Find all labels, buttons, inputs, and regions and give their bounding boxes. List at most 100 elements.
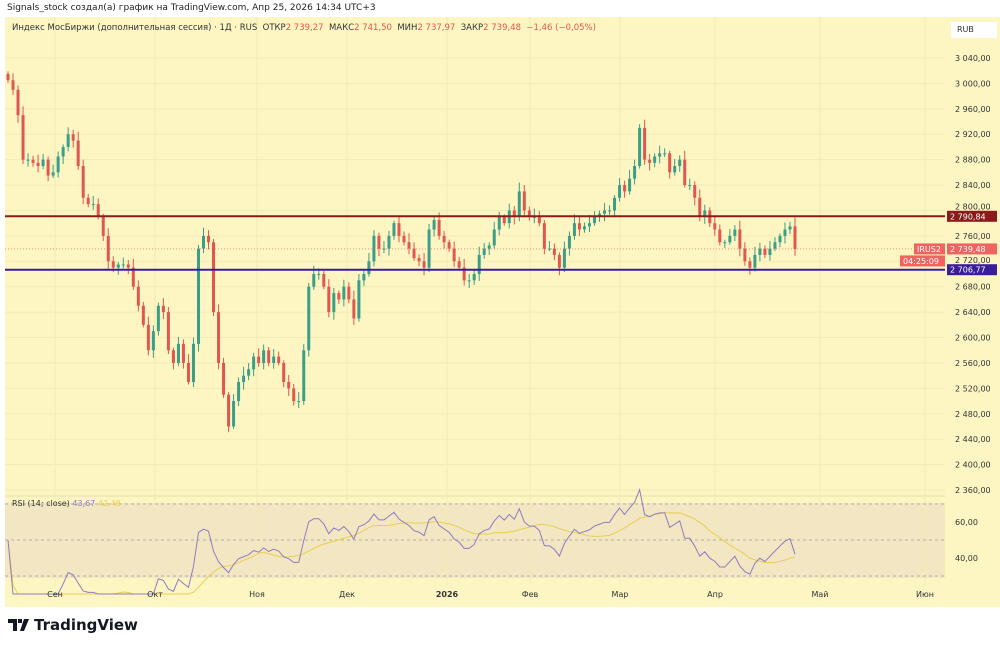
candle[interactable] — [567, 231, 571, 256]
candle[interactable] — [342, 279, 346, 307]
candle[interactable] — [26, 153, 30, 167]
candle[interactable] — [66, 127, 70, 152]
candle[interactable] — [36, 154, 40, 173]
candle[interactable] — [11, 73, 15, 95]
candle[interactable] — [552, 243, 556, 261]
candle[interactable] — [16, 85, 20, 123]
candle[interactable] — [407, 233, 411, 255]
price-axis[interactable] — [945, 17, 1000, 607]
candle[interactable] — [557, 252, 561, 276]
candle[interactable] — [322, 270, 326, 290]
candle[interactable] — [623, 180, 627, 198]
candle[interactable] — [21, 106, 25, 165]
candle[interactable] — [287, 375, 291, 396]
candle[interactable] — [733, 225, 737, 241]
candle[interactable] — [81, 159, 85, 205]
candle[interactable] — [91, 195, 95, 210]
candle[interactable] — [212, 239, 216, 316]
candle[interactable] — [753, 246, 757, 272]
candle[interactable] — [618, 178, 622, 202]
candle[interactable] — [41, 153, 45, 170]
candle[interactable] — [156, 302, 160, 336]
candle[interactable] — [512, 206, 516, 225]
candle[interactable] — [517, 182, 521, 222]
candle[interactable] — [768, 240, 772, 261]
candle[interactable] — [643, 119, 647, 165]
candle[interactable] — [427, 223, 431, 273]
candle[interactable] — [683, 150, 687, 188]
candle[interactable] — [31, 155, 35, 167]
candle[interactable] — [191, 337, 195, 388]
candle[interactable] — [121, 257, 125, 269]
candle[interactable] — [723, 239, 727, 248]
candle[interactable] — [577, 216, 581, 236]
candle[interactable] — [628, 169, 632, 195]
candle[interactable] — [392, 220, 396, 240]
candle[interactable] — [613, 195, 617, 218]
candle[interactable] — [417, 254, 421, 267]
candle[interactable] — [442, 230, 446, 249]
candle[interactable] — [467, 274, 471, 288]
candle[interactable] — [397, 216, 401, 243]
candle[interactable] — [527, 206, 531, 221]
candle[interactable] — [166, 307, 170, 355]
candle[interactable] — [181, 339, 185, 369]
candle[interactable] — [61, 144, 65, 165]
candle[interactable] — [387, 230, 391, 256]
candle[interactable] — [522, 185, 526, 218]
candle[interactable] — [668, 150, 672, 179]
candle[interactable] — [237, 377, 241, 407]
candle[interactable] — [357, 274, 361, 322]
candle[interactable] — [217, 304, 221, 370]
candle[interactable] — [227, 392, 231, 433]
candle[interactable] — [603, 202, 607, 222]
candle[interactable] — [778, 233, 782, 248]
candle[interactable] — [748, 257, 752, 275]
candle[interactable] — [412, 242, 416, 261]
candle[interactable] — [608, 205, 612, 215]
candle[interactable] — [272, 348, 276, 369]
candle[interactable] — [718, 224, 722, 246]
candle[interactable] — [242, 366, 246, 390]
candle[interactable] — [106, 228, 110, 269]
candle[interactable] — [171, 347, 175, 370]
candle[interactable] — [783, 222, 787, 244]
candle[interactable] — [327, 279, 331, 318]
candle[interactable] — [257, 348, 261, 367]
candle[interactable] — [793, 217, 797, 256]
candle[interactable] — [151, 325, 155, 358]
candle[interactable] — [347, 282, 351, 304]
candle[interactable] — [46, 156, 50, 182]
candle[interactable] — [743, 242, 747, 266]
candle[interactable] — [71, 129, 75, 148]
candle[interactable] — [582, 222, 586, 233]
candle[interactable] — [758, 242, 762, 262]
candle[interactable] — [6, 71, 10, 83]
candle[interactable] — [638, 124, 642, 169]
candle[interactable] — [267, 347, 271, 367]
candle[interactable] — [302, 343, 306, 405]
candle[interactable] — [332, 287, 336, 320]
candle[interactable] — [452, 241, 456, 268]
candle[interactable] — [562, 241, 566, 273]
candle[interactable] — [307, 282, 311, 357]
candle[interactable] — [222, 357, 226, 398]
candle[interactable] — [472, 270, 476, 285]
currency-button[interactable]: RUB — [951, 22, 997, 38]
candle[interactable] — [116, 261, 120, 275]
candle[interactable] — [547, 240, 551, 252]
candle[interactable] — [633, 159, 637, 185]
candle[interactable] — [592, 211, 596, 226]
candle[interactable] — [252, 352, 256, 377]
candle[interactable] — [648, 153, 652, 171]
candle[interactable] — [653, 153, 657, 168]
candle[interactable] — [673, 159, 677, 176]
candle[interactable] — [402, 231, 406, 246]
candle[interactable] — [738, 220, 742, 257]
candle[interactable] — [457, 256, 461, 271]
candle[interactable] — [487, 242, 491, 255]
candle[interactable] — [422, 253, 426, 276]
candle[interactable] — [282, 360, 286, 388]
candle[interactable] — [196, 244, 200, 352]
